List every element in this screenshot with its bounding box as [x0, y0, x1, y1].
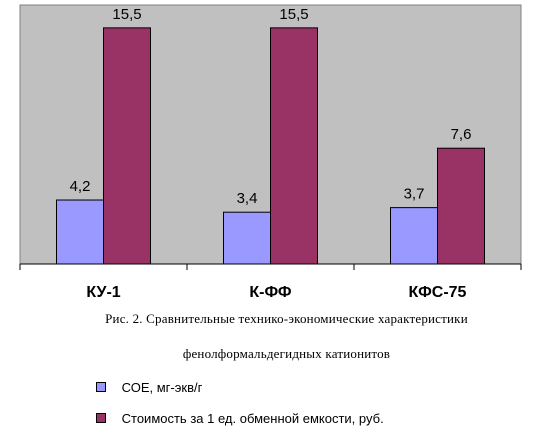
data-label-series1-0: 15,5 — [112, 6, 141, 23]
data-label-series0-0: 4,2 — [70, 178, 91, 195]
legend-swatch-cost — [96, 412, 106, 423]
legend-item-cost: Стоимость за 1 ед. обменной емкости, руб… — [96, 410, 384, 430]
bar-series1-0 — [103, 27, 151, 265]
figure-caption-line1: Рис. 2. Сравнительные технико-экономичес… — [105, 311, 468, 326]
bar-series0-0 — [56, 199, 104, 265]
legend-swatch-soe — [96, 381, 106, 392]
data-label-series0-2: 3,7 — [404, 186, 425, 203]
legend-label-cost: Стоимость за 1 ед. обменной емкости, руб… — [121, 411, 384, 427]
bar-series1-2 — [437, 147, 485, 265]
data-label-series0-1: 3,4 — [237, 190, 258, 207]
category-label-2: КФС-75 — [409, 284, 467, 301]
bar-series0-2 — [390, 207, 438, 265]
legend-item-soe: СОЕ, мг-экв/г — [96, 379, 384, 399]
category-label-0: КУ-1 — [86, 284, 120, 301]
legend-label-soe: СОЕ, мг-экв/г — [121, 380, 203, 396]
bar-series1-1 — [270, 27, 318, 265]
category-label-1: К-ФФ — [249, 284, 292, 301]
data-label-series1-1: 15,5 — [279, 6, 308, 23]
data-label-series1-2: 7,6 — [451, 126, 472, 143]
figure-caption-line2: фенолформальдегидных катионитов — [182, 346, 391, 361]
legend: СОЕ, мг-экв/г Стоимость за 1 ед. обменно… — [96, 379, 384, 441]
bar-chart: 4,2 15,5 3,4 15,5 3,7 7,6 КУ-1 К-ФФ КФС-75 — [19, 4, 522, 301]
bar-series0-1 — [223, 211, 271, 265]
